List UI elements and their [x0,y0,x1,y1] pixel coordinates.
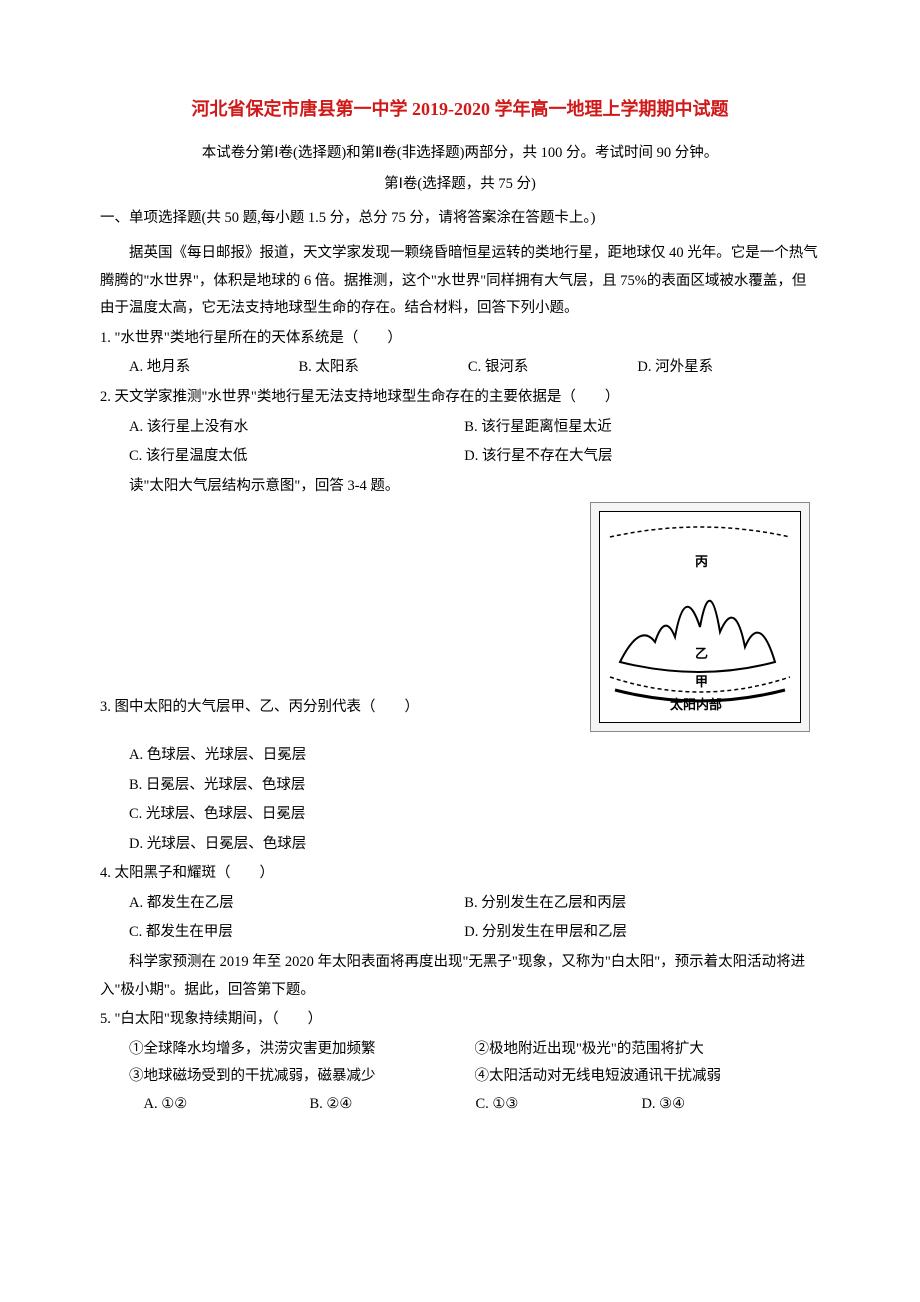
passage-3: 科学家预测在 2019 年至 2020 年太阳表面将再度出现"无黑子"现象，又称… [100,949,820,1004]
section-instruction: 一、单项选择题(共 50 题,每小题 1.5 分，总分 75 分，请将答案涂在答… [100,205,820,233]
figure-inner: 丙 乙 甲 太阳内部 [599,511,801,723]
q3-option-c-row: C. 光球层、色球层、日冕层 [100,801,820,829]
question-2-options-row2: C. 该行星温度太低 D. 该行星不存在大气层 [100,443,820,471]
q4-option-d: D. 分别发生在甲层和乙层 [464,919,796,947]
question-3: 3. 图中太阳的大气层甲、乙、丙分别代表（ ） [100,694,518,722]
section-label: 第Ⅰ卷(选择题，共 75 分) [100,171,820,199]
q3-option-d-row: D. 光球层、日冕层、色球层 [100,831,820,859]
figure-label-yi: 乙 [695,642,708,667]
q1-option-d: D. 河外星系 [637,354,803,382]
q5-option-c: C. ①③ [475,1091,637,1119]
q3-option-b-row: B. 日冕层、光球层、色球层 [100,772,820,800]
q3-option-a: A. 色球层、光球层、日冕层 [129,742,306,770]
q4-option-b: B. 分别发生在乙层和丙层 [464,890,796,918]
question-1-options: A. 地月系 B. 太阳系 C. 银河系 D. 河外星系 [100,354,820,382]
q2-option-a: A. 该行星上没有水 [129,414,461,442]
question-5: 5. "白太阳"现象持续期间，（ ） [100,1006,820,1034]
question-3-area: 3. 图中太阳的大气层甲、乙、丙分别代表（ ） [100,502,518,722]
q4-option-a: A. 都发生在乙层 [129,890,461,918]
exam-title: 河北省保定市唐县第一中学 2019-2020 学年高一地理上学期期中试题 [100,90,820,130]
q3-option-d: D. 光球层、日冕层、色球层 [129,831,306,859]
figure-label-bing: 丙 [695,550,708,575]
q2-option-d: D. 该行星不存在大气层 [464,443,796,471]
q5-option-d: D. ③④ [641,1091,803,1119]
q5-statement-3: ③地球磁场受到的干扰减弱，磁暴减少 [129,1063,475,1091]
passage-1: 据英国《每日邮报》报道，天文学家发现一颗绕昏暗恒星运转的类地行星，距地球仅 40… [100,240,820,323]
passage-2: 读"太阳大气层结构示意图"，回答 3-4 题。 [100,473,820,501]
q1-option-c: C. 银河系 [468,354,634,382]
question-4-options-row1: A. 都发生在乙层 B. 分别发生在乙层和丙层 [100,890,820,918]
q2-option-b: B. 该行星距离恒星太近 [464,414,796,442]
q5-statement-1: ①全球降水均增多，洪涝灾害更加频繁 [129,1036,475,1064]
sun-atmosphere-figure: 丙 乙 甲 太阳内部 [590,502,810,732]
exam-subtitle: 本试卷分第Ⅰ卷(选择题)和第Ⅱ卷(非选择题)两部分，共 100 分。考试时间 9… [100,140,820,168]
question-4-options-row2: C. 都发生在甲层 D. 分别发生在甲层和乙层 [100,919,820,947]
question-5-options: A. ①② B. ②④ C. ①③ D. ③④ [100,1091,820,1119]
q5-option-b: B. ②④ [309,1091,471,1119]
q5-statement-4: ④太阳活动对无线电短波通讯干扰减弱 [475,1063,821,1091]
question-5-statements: ①全球降水均增多，洪涝灾害更加频繁 ②极地附近出现"极光"的范围将扩大 ③地球磁… [100,1036,820,1091]
question-2: 2. 天文学家推测"水世界"类地行星无法支持地球型生命存在的主要依据是（ ） [100,384,820,412]
q2-option-c: C. 该行星温度太低 [129,443,461,471]
q3-option-b: B. 日冕层、光球层、色球层 [129,772,305,800]
question-4: 4. 太阳黑子和耀斑（ ） [100,860,820,888]
figure-label-inner: 太阳内部 [670,693,722,718]
q3-option-c: C. 光球层、色球层、日冕层 [129,801,305,829]
q4-option-c: C. 都发生在甲层 [129,919,461,947]
question-1: 1. "水世界"类地行星所在的天体系统是（ ） [100,325,820,353]
q5-statement-2: ②极地附近出现"极光"的范围将扩大 [475,1036,821,1064]
figure-label-jia: 甲 [695,670,708,695]
q5-option-a: A. ①② [144,1091,306,1119]
q1-option-a: A. 地月系 [129,354,295,382]
question-2-options-row1: A. 该行星上没有水 B. 该行星距离恒星太近 [100,414,820,442]
figure-container: 丙 乙 甲 太阳内部 3. 图中太阳的大气层甲、乙、丙分别代表（ ） [100,502,820,742]
q1-option-b: B. 太阳系 [298,354,464,382]
q3-option-a-row: A. 色球层、光球层、日冕层 [100,742,820,770]
